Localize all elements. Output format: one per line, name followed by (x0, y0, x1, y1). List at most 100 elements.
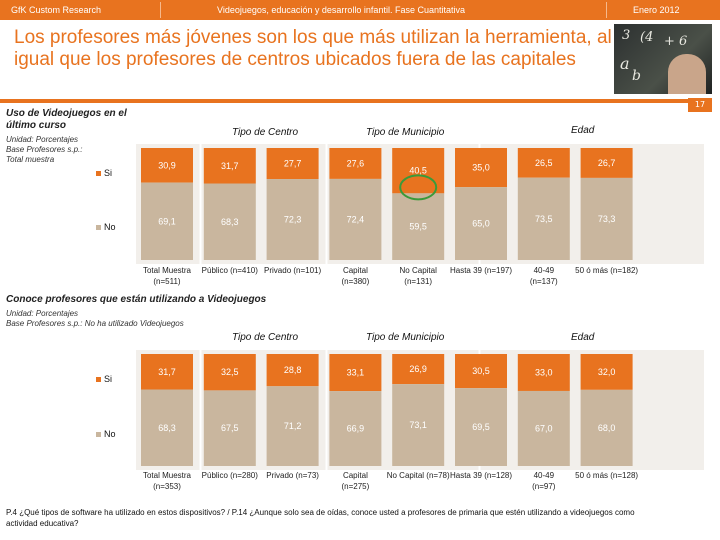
legend-swatch-no-2 (96, 431, 101, 437)
tick-label: Capital (343, 266, 368, 275)
data-label-no: 72,3 (284, 215, 302, 225)
tick-label-n: (n=511) (153, 277, 181, 286)
data-label-no: 68,3 (158, 423, 176, 433)
chart1-legend-si: Si (96, 168, 112, 178)
bar-no (517, 390, 570, 466)
bar-no (455, 388, 507, 466)
bar-no (580, 177, 633, 260)
bar-si (392, 354, 445, 385)
data-label-si: 32,0 (598, 367, 616, 377)
legend-label-si: Si (104, 168, 113, 178)
tick-label: 50 ó más (n=182) (575, 266, 638, 275)
data-label-si: 26,5 (535, 158, 553, 168)
data-label-si: 26,7 (598, 158, 616, 168)
bar-no (203, 183, 256, 260)
tick-label: Hasta 39 (n=197) (450, 266, 512, 275)
bar-no (266, 179, 319, 260)
bar-si (455, 354, 507, 389)
data-label-no: 67,5 (221, 423, 239, 433)
data-label-si: 27,6 (347, 158, 365, 168)
data-label-si: 31,7 (221, 161, 239, 171)
tick-label-n: (n=97) (532, 482, 556, 491)
bar-si (580, 354, 633, 390)
legend-label-si-2: Si (104, 374, 113, 384)
chart1-note-3: Total muestra (6, 155, 55, 164)
chart1-group-centro: Tipo de Centro (232, 127, 299, 138)
data-label-si: 33,0 (535, 367, 553, 377)
chart2-group-centro: Tipo de Centro (232, 332, 299, 343)
chalk-text-5: b (632, 68, 641, 84)
chart2-group-edad: Edad (571, 332, 595, 343)
header-left: GfK Custom Research (11, 5, 102, 15)
chart2-title: Conoce profesores que están utilizando a… (6, 294, 267, 305)
tick-label-n: (n=131) (404, 277, 432, 286)
tick-label: 50 ó más (n=128) (575, 471, 638, 480)
bar-no (266, 386, 319, 466)
bar-si (517, 148, 570, 178)
data-label-si: 30,9 (158, 160, 176, 170)
data-label-no: 69,5 (472, 422, 490, 432)
legend-label-no: No (104, 222, 116, 232)
header-bar: GfK Custom Research Videojuegos, educaci… (0, 0, 720, 20)
legend-swatch-no (96, 224, 101, 230)
data-label-si: 32,5 (221, 367, 239, 377)
bar-no (392, 193, 445, 260)
bar-si (203, 148, 256, 184)
tick-label: 40-49 (534, 471, 555, 480)
data-label-no: 67,0 (535, 423, 553, 433)
chart2-group-municipio: Tipo de Municipio (366, 332, 445, 343)
tick-label: Privado (n=101) (264, 266, 321, 275)
chart1-title: Uso de Videojuegos en el último curso (6, 108, 127, 131)
bar-no (517, 177, 570, 260)
tick-label-n: (n=137) (530, 277, 558, 286)
data-label-no: 72,4 (347, 214, 365, 224)
data-label-si: 26,9 (409, 364, 427, 374)
data-label-no: 66,9 (347, 424, 365, 434)
chart2-header: Conoce profesores que están utilizando a… (6, 294, 306, 329)
tick-label: Total Muestra (143, 471, 192, 480)
bar-si (141, 148, 193, 183)
data-label-no: 59,5 (409, 222, 427, 232)
bar-no (141, 182, 193, 260)
chalkboard-photo: 3 (4 + 6 a b (614, 24, 712, 94)
chart2-note-1: Unidad: Porcentajes (6, 309, 79, 318)
page-title: Los profesores más jóvenes son los que m… (14, 27, 612, 70)
tick-label: Hasta 39 (n=128) (450, 471, 512, 480)
chart2-legend-si: Si (96, 374, 112, 384)
bar-no (580, 389, 633, 466)
bar-si (517, 354, 570, 391)
bar-si (329, 148, 382, 179)
chart2-legend-no: No (96, 429, 116, 439)
chart2-note-2: Base Profesores s.p.: No ha utilizado Vi… (6, 319, 184, 328)
bar-no (141, 389, 193, 466)
tick-label: Capital (343, 471, 368, 480)
legend-label-no-2: No (104, 429, 116, 439)
bar-si (203, 354, 256, 391)
footnote: P.4 ¿Qué tipos de software ha utilizado … (6, 508, 635, 528)
bar-no (329, 391, 382, 466)
data-label-no: 68,3 (221, 217, 239, 227)
tick-label: Público (n=410) (202, 266, 259, 275)
tick-label: 40-49 (534, 266, 555, 275)
chart1-note-2: Base Profesores s.p.: (6, 145, 83, 154)
header-center: Videojuegos, educación y desarrollo infa… (217, 5, 465, 15)
legend-swatch-si-2 (96, 376, 101, 382)
bar-si (329, 354, 382, 392)
tick-label: Privado (n=73) (266, 471, 319, 480)
bar-si (141, 354, 193, 390)
tick-label: No Capital (400, 266, 438, 275)
legend-swatch-si (96, 170, 101, 176)
header-right: Enero 2012 (633, 5, 680, 15)
bar-si (266, 148, 319, 180)
chart1-note-1: Unidad: Porcentajes (6, 135, 79, 144)
data-label-si: 35,0 (472, 163, 490, 173)
chart1-header: Uso de Videojuegos en el último curso Un… (6, 108, 132, 165)
tick-label: No Capital (n=78) (387, 471, 450, 480)
chart1-group-municipio: Tipo de Municipio (366, 127, 445, 138)
title-rule (0, 99, 712, 103)
data-label-no: 73,3 (598, 214, 616, 224)
chalk-text-1: 3 (622, 28, 631, 43)
bar-si (455, 148, 507, 188)
data-label-no: 71,2 (284, 421, 302, 431)
